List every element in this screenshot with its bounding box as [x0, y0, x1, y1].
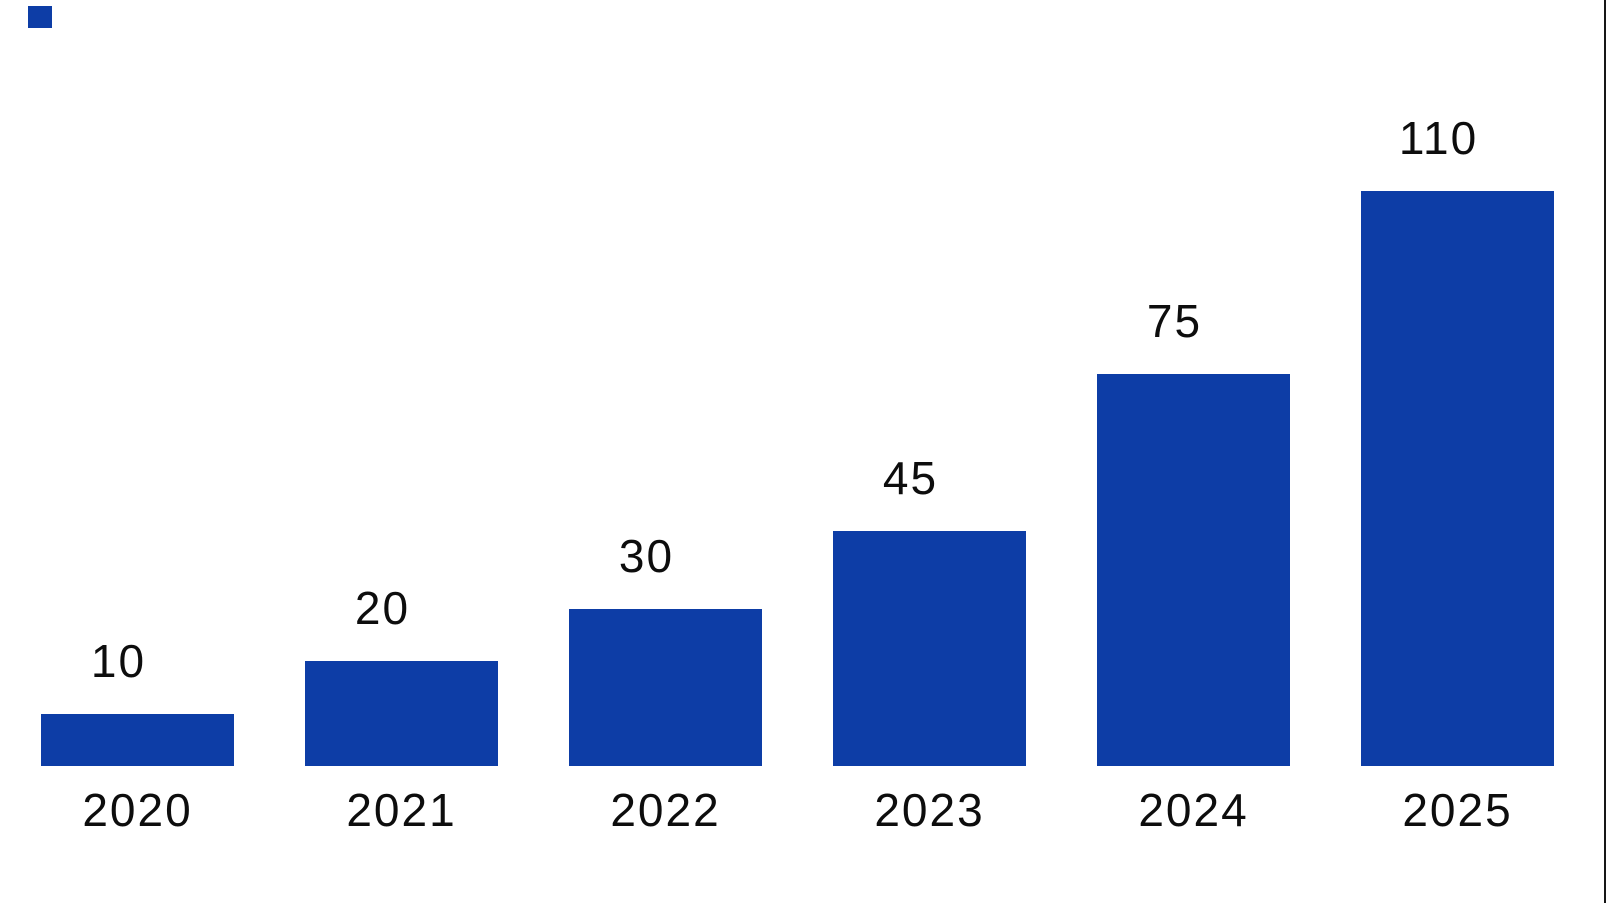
x-axis-label-2025: 2025	[1402, 784, 1513, 836]
bar-value-label: 20	[354, 582, 411, 634]
bar-value-label: 110	[1398, 112, 1479, 164]
bar-column-2020: 10	[41, 0, 234, 766]
x-axis-label-2022: 2022	[610, 784, 721, 836]
bar-column-2025: 110	[1361, 0, 1554, 766]
bar-value-label: 10	[90, 635, 147, 687]
x-axis-label-2024: 2024	[1138, 784, 1249, 836]
x-axis-label-2023: 2023	[874, 784, 985, 836]
bar-2022	[569, 609, 762, 766]
bar-value-label: 30	[618, 530, 675, 582]
bar-column-2023: 45	[833, 0, 1026, 766]
bar-column-2024: 75	[1097, 0, 1290, 766]
bar-2020	[41, 714, 234, 766]
bar-2023	[833, 531, 1026, 766]
bar-column-2021: 20	[305, 0, 498, 766]
bar-column-2022: 30	[569, 0, 762, 766]
bar-2025	[1361, 191, 1554, 766]
bar-value-label: 75	[1146, 295, 1203, 347]
corner-marker-icon	[28, 6, 52, 28]
bar-2021	[305, 661, 498, 766]
bar-2024	[1097, 374, 1290, 766]
bar-value-label: 45	[882, 452, 939, 504]
x-axis-label-2020: 2020	[82, 784, 193, 836]
x-axis-label-2021: 2021	[346, 784, 457, 836]
page-right-border	[1604, 0, 1606, 903]
